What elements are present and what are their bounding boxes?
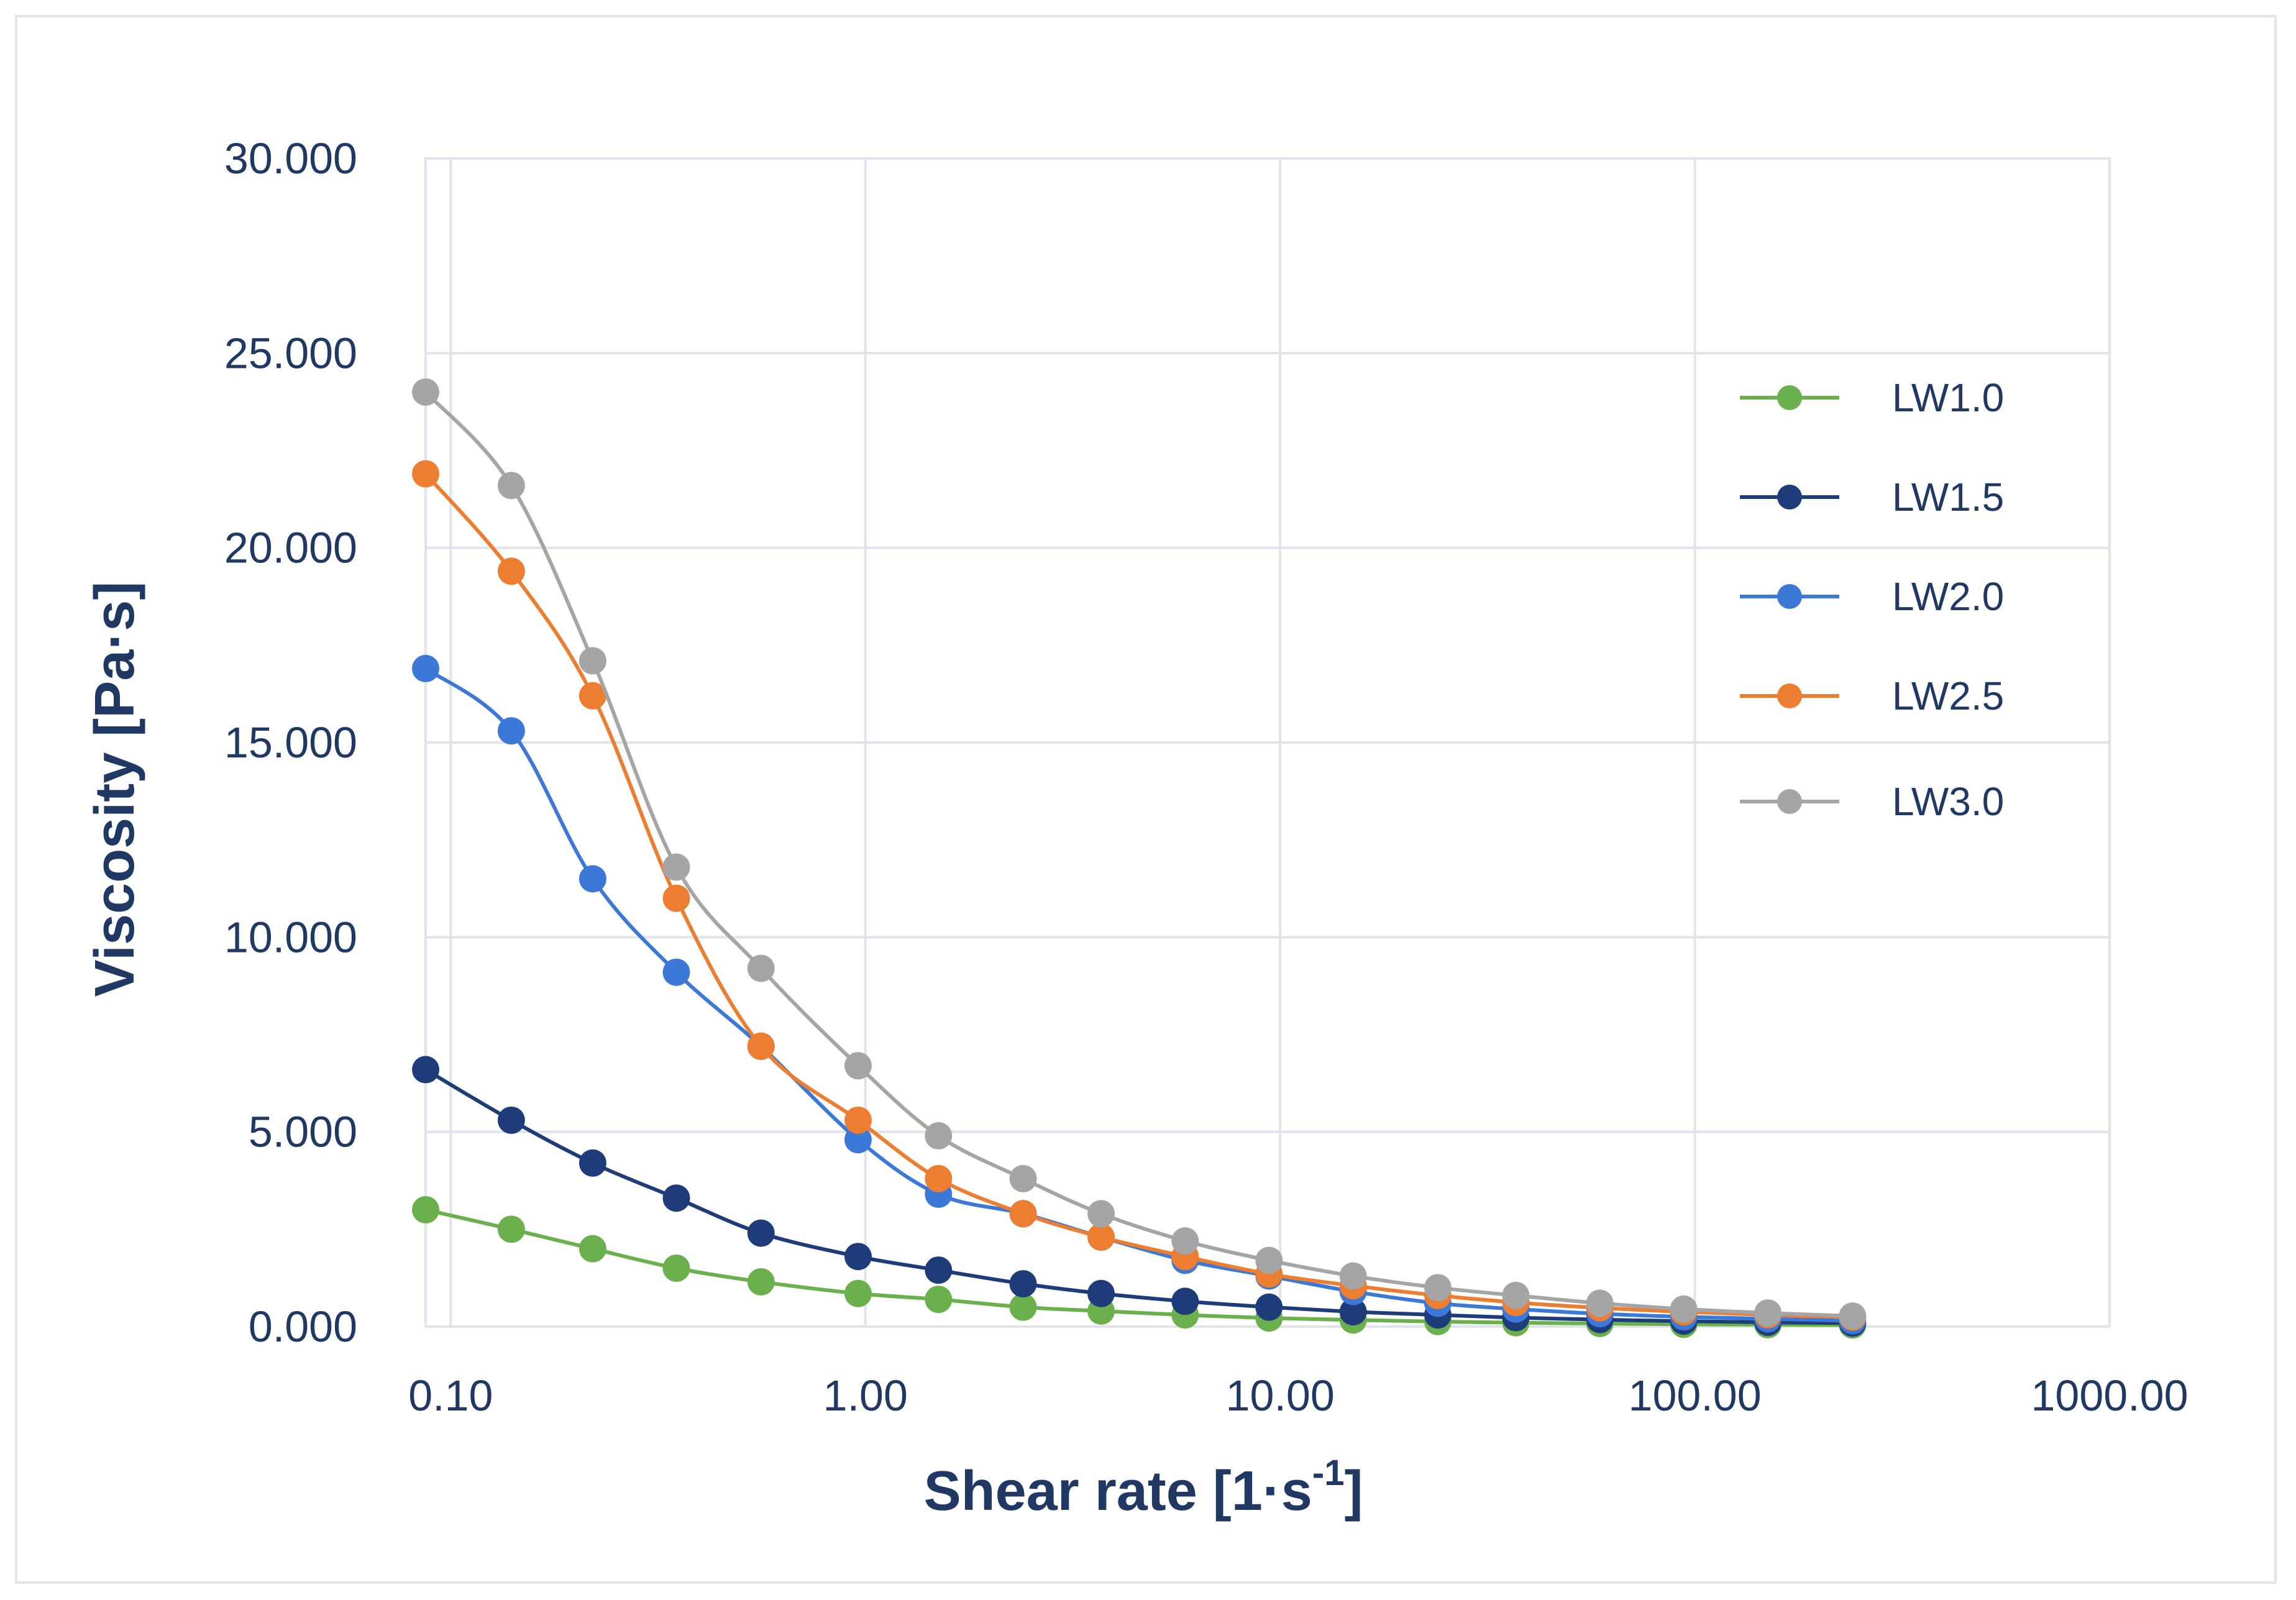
- data-point: [662, 958, 690, 986]
- y-tick-label: 0.000: [249, 1302, 357, 1351]
- data-point: [925, 1256, 953, 1284]
- data-point: [1424, 1274, 1452, 1302]
- data-point: [1670, 1295, 1698, 1323]
- gridlines: [426, 157, 2111, 1328]
- data-point: [497, 1106, 525, 1134]
- legend-label: LW3.0: [1892, 779, 2004, 824]
- legend-item: LW2.0: [1740, 574, 2004, 619]
- legend-item: LW1.5: [1740, 475, 2004, 519]
- data-point: [579, 647, 606, 675]
- y-tick-label: 15.000: [224, 718, 357, 767]
- data-point: [497, 717, 525, 745]
- data-point: [497, 472, 525, 500]
- y-axis-ticks: 0.000 5.000 10.000 15.000 20.000 25.000 30.000: [224, 134, 357, 1351]
- data-point: [579, 1235, 606, 1263]
- legend-label: LW1.5: [1892, 475, 2004, 519]
- x-tick-label: 1000.00: [2031, 1371, 2188, 1420]
- data-point: [1087, 1223, 1115, 1251]
- data-point: [662, 884, 690, 912]
- x-axis-ticks: 0.10 1.00 10.00 100.00 1000.00: [408, 1371, 2188, 1420]
- data-point: [1255, 1293, 1283, 1321]
- series-line: [424, 472, 1853, 1319]
- series-lw1-5: [412, 1056, 1867, 1337]
- data-point: [1087, 1279, 1115, 1307]
- legend-marker: [1777, 385, 1802, 410]
- series-line: [424, 1067, 1853, 1325]
- series-line: [424, 667, 1853, 1323]
- chart-frame: [15, 15, 2277, 1584]
- x-tick-label: 0.10: [408, 1371, 493, 1420]
- legend-marker: [1777, 789, 1802, 814]
- data-point: [497, 557, 525, 585]
- data-point: [844, 1126, 872, 1154]
- data-point: [747, 1219, 775, 1247]
- data-point: [412, 378, 439, 406]
- data-point: [412, 654, 439, 682]
- x-axis-title: Shear rate [1·s-1]: [924, 1453, 1363, 1522]
- y-tick-label: 25.000: [224, 329, 357, 377]
- data-point: [844, 1052, 872, 1080]
- data-point: [1839, 1302, 1867, 1330]
- y-tick-label: 30.000: [224, 134, 357, 183]
- legend: LW1.0 LW1.5 LW2.0 LW2.5 LW3.0: [1740, 375, 2004, 824]
- data-point: [1009, 1200, 1037, 1228]
- data-point: [662, 1184, 690, 1212]
- data-point: [1009, 1270, 1037, 1298]
- y-tick-label: 5.000: [249, 1108, 357, 1156]
- data-point: [579, 682, 606, 710]
- data-point: [1255, 1246, 1283, 1274]
- data-point: [1087, 1200, 1115, 1228]
- data-point: [662, 1255, 690, 1282]
- data-point: [844, 1243, 872, 1271]
- y-axis-title: Viscosity [Pa·s]: [84, 582, 146, 997]
- data-point: [1754, 1299, 1782, 1327]
- x-axis-title-sup: -1: [1312, 1453, 1345, 1493]
- data-point: [747, 954, 775, 982]
- y-tick-label: 20.000: [224, 524, 357, 572]
- data-point: [1171, 1287, 1199, 1315]
- x-axis-title-main: Shear rate [1·s: [924, 1460, 1312, 1522]
- data-point: [925, 1286, 953, 1314]
- data-point: [925, 1164, 953, 1192]
- legend-label: LW2.0: [1892, 574, 2004, 619]
- x-tick-label: 1.00: [823, 1371, 908, 1420]
- legend-label: LW1.0: [1892, 375, 2004, 420]
- data-point: [497, 1215, 525, 1243]
- x-tick-label: 10.00: [1226, 1371, 1335, 1420]
- data-point: [925, 1122, 953, 1150]
- data-point: [844, 1279, 872, 1307]
- data-point: [844, 1106, 872, 1134]
- data-point: [579, 1149, 606, 1177]
- data-point: [747, 1032, 775, 1060]
- data-point: [579, 865, 606, 893]
- x-axis-title-close: ]: [1344, 1460, 1363, 1522]
- legend-marker: [1777, 584, 1802, 609]
- data-point: [1171, 1227, 1199, 1255]
- legend-item: LW2.5: [1740, 674, 2004, 718]
- legend-item: LW3.0: [1740, 779, 2004, 824]
- y-tick-label: 10.000: [224, 913, 357, 961]
- legend-item: LW1.0: [1740, 375, 2004, 420]
- data-point: [1586, 1289, 1614, 1317]
- data-point: [412, 1196, 439, 1223]
- data-point: [1009, 1293, 1037, 1321]
- data-point: [412, 460, 439, 488]
- data-point: [662, 853, 690, 881]
- series-lw3-0: [412, 378, 1867, 1330]
- data-point: [1009, 1164, 1037, 1192]
- data-point: [1502, 1281, 1530, 1309]
- data-point: [412, 1056, 439, 1084]
- series-line: [424, 390, 1853, 1319]
- data-point: [747, 1268, 775, 1296]
- legend-label: LW2.5: [1892, 674, 2004, 718]
- data-point: [1339, 1298, 1367, 1326]
- legend-marker: [1777, 485, 1802, 510]
- series-lines: [412, 378, 1867, 1339]
- legend-marker: [1777, 683, 1802, 708]
- data-point: [1339, 1262, 1367, 1290]
- x-tick-label: 100.00: [1629, 1371, 1762, 1420]
- series-lw2-5: [412, 460, 1867, 1331]
